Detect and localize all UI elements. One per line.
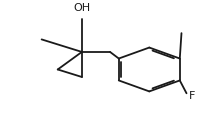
Text: OH: OH: [73, 3, 90, 13]
Text: F: F: [188, 91, 195, 101]
